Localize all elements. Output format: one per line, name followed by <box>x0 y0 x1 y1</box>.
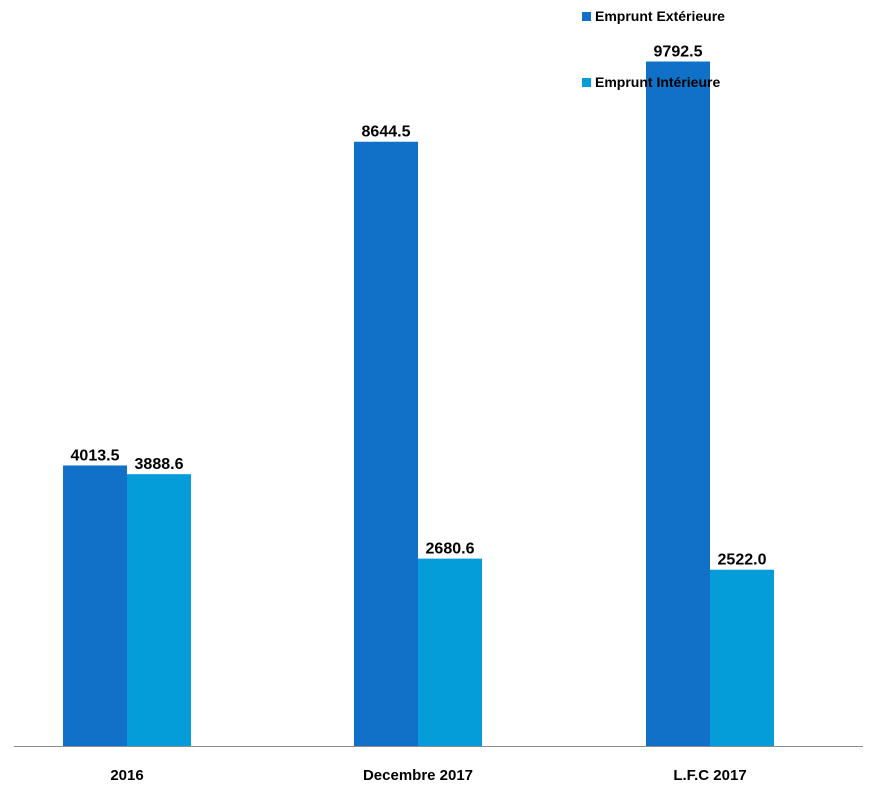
x-tick-label-0: 2016 <box>110 767 143 784</box>
bar-interieure-0 <box>127 474 191 746</box>
data-label-interieure-2: 2522.0 <box>718 552 767 569</box>
data-label-exterieure-0: 4013.5 <box>71 447 120 464</box>
bar-exterieure-0 <box>63 465 127 746</box>
legend-item-exterieure: Emprunt Extérieure <box>582 8 725 24</box>
bars <box>63 61 774 746</box>
data-label-interieure-0: 3888.6 <box>135 456 184 473</box>
bar-interieure-1 <box>418 558 482 746</box>
data-label-exterieure-2: 9792.5 <box>654 44 703 61</box>
bar-exterieure-2 <box>646 61 710 746</box>
bar-interieure-2 <box>710 569 774 746</box>
legend-label-interieure: Emprunt Intérieure <box>595 74 721 90</box>
legend-item-interieure: Emprunt Intérieure <box>582 74 720 90</box>
legend-swatch-interieure <box>582 77 591 87</box>
legend-label-exterieure: Emprunt Extérieure <box>595 8 725 24</box>
data-labels: 4013.5 3888.6 8644.5 2680.6 9792.5 2522.0 <box>71 44 767 569</box>
legend-swatch-exterieure <box>582 11 591 21</box>
data-label-exterieure-1: 8644.5 <box>362 124 411 141</box>
bar-exterieure-1 <box>354 141 418 746</box>
x-tick-labels: 2016 Decembre 2017 L.F.C 2017 <box>110 767 746 784</box>
data-label-interieure-1: 2680.6 <box>426 541 475 558</box>
legend: Emprunt Extérieure Emprunt Intérieure <box>582 8 862 98</box>
x-tick-label-2: L.F.C 2017 <box>673 767 746 784</box>
x-tick-label-1: Decembre 2017 <box>363 767 473 784</box>
